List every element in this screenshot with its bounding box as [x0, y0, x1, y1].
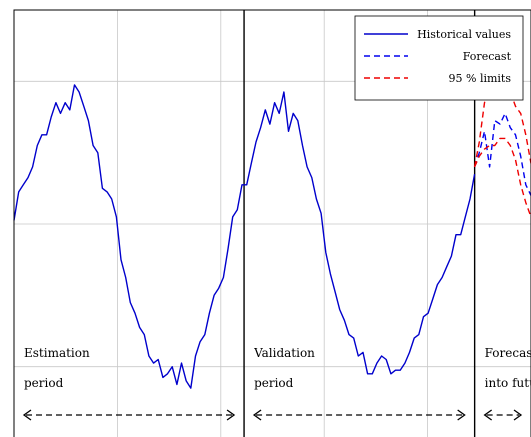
period-label: Forecast	[485, 346, 531, 360]
period-label-sub: into future	[485, 376, 531, 390]
series-lines	[13, 80, 531, 389]
period-labels: Estimation period Validation period Forecast…	[22, 346, 531, 421]
series-line-historical-values	[13, 84, 476, 389]
plot-frame	[13, 9, 531, 437]
arrow-left-head	[483, 409, 493, 421]
legend-label: Historical values	[417, 28, 511, 41]
legend-label: 95 % limits	[449, 72, 512, 85]
legend-label: Forecast	[463, 50, 512, 63]
period-label-sub: period	[24, 376, 64, 390]
period-label: Estimation	[24, 346, 90, 360]
arrow-left-head	[252, 409, 262, 421]
legend: Historical values Forecast 95 % limits	[354, 15, 524, 101]
series-line-forecast	[473, 112, 531, 196]
arrow-right-head	[457, 409, 466, 421]
period-label: Validation	[253, 346, 315, 360]
arrow-right-head	[513, 409, 523, 421]
arrow-right-head	[226, 409, 236, 421]
series-line-95-limits-lower	[473, 137, 531, 218]
arrow-left-head	[22, 409, 32, 421]
period-label-sub: period	[254, 376, 294, 390]
legend-box	[354, 15, 524, 101]
